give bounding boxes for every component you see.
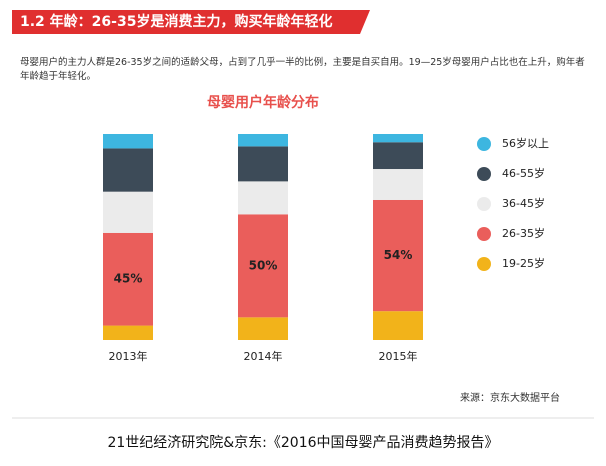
bar-segment [373,134,423,143]
legend-swatch [477,137,491,151]
value-label: 50% [249,258,278,272]
header-banner [12,10,370,34]
bar-segment [238,134,288,147]
value-label: 54% [384,248,413,262]
bar-segment [238,181,288,215]
x-tick-label: 2015年 [379,349,418,363]
bar-segment [373,169,423,200]
x-tick-label: 2014年 [244,349,283,363]
header-title: 1.2 年龄：26-35岁是消费主力，购买年龄年轻化 [20,13,332,30]
bar-segment [238,146,288,182]
bar-segment [238,317,288,340]
legend-swatch [477,197,491,211]
bar-segment [103,134,153,149]
bar-segment [238,214,288,318]
bar-segment [103,148,153,192]
x-tick-label: 2013年 [109,349,148,363]
legend-swatch [477,227,491,241]
bar-segment [103,232,153,326]
bar-segment [373,199,423,312]
source: 来源：京东大数据平台 [460,391,560,404]
legend-swatch [477,257,491,271]
legend-label: 46-55岁 [502,166,545,180]
chart-title: 母婴用户年龄分布 [207,94,319,111]
value-label: 45% [114,272,143,286]
description: 母婴用户的主力人群是26-35岁之间的适龄父母，占到了几乎一半的比例，主要是自买… [20,57,585,82]
bar-segment [103,325,153,340]
legend-swatch [477,167,491,181]
caption: 21世纪经济研究院&京东:《2016中国母婴产品消费趋势报告》 [107,435,498,451]
legend-label: 19-25岁 [502,256,545,270]
bar-segment [373,142,423,170]
description-box: 母婴用户的主力人群是26-35岁之间的适龄父母，占到了几乎一半的比例，主要是自买… [20,57,585,82]
legend-label: 56岁以上 [502,136,549,150]
legend-label: 26-35岁 [502,226,545,240]
bar-segment [373,311,423,340]
legend-label: 36-45岁 [502,196,545,210]
bar-segment [103,191,153,233]
